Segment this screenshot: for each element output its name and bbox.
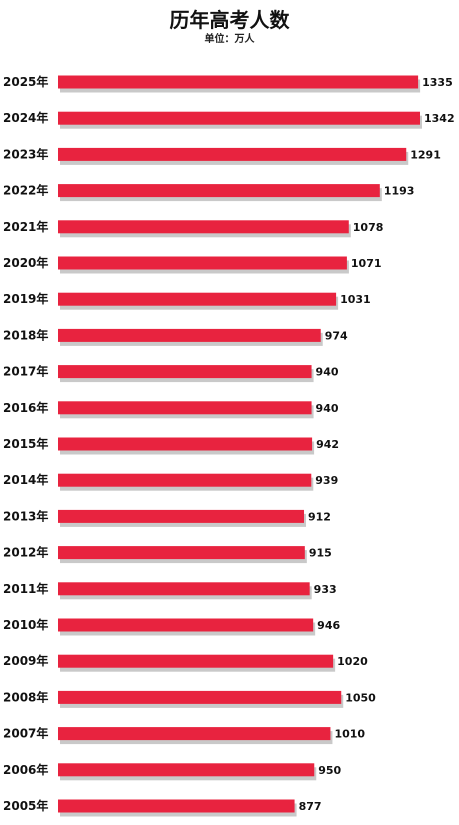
bar: [58, 256, 347, 270]
bar: [58, 618, 314, 632]
value-label: 1078: [353, 221, 384, 234]
category-label: 2024年: [3, 110, 48, 125]
category-label: 2020年: [3, 255, 48, 270]
value-label: 915: [309, 547, 332, 560]
bar: [58, 582, 310, 596]
bar: [58, 328, 321, 342]
bar: [58, 111, 420, 125]
bar: [58, 292, 337, 306]
value-label: 939: [315, 474, 338, 487]
value-label: 1335: [422, 76, 453, 89]
chart-subtitle: 单位：万人: [204, 34, 255, 45]
bar: [58, 763, 315, 777]
category-label: 2022年: [3, 183, 48, 198]
category-label: 2019年: [3, 291, 48, 306]
category-label: 2015年: [3, 436, 48, 451]
value-label: 940: [316, 402, 339, 415]
category-label: 2021年: [3, 219, 48, 234]
value-label: 940: [316, 366, 339, 379]
bar: [58, 220, 349, 234]
value-label: 1291: [410, 148, 441, 161]
category-label: 2017年: [3, 364, 48, 379]
value-label: 1010: [334, 728, 365, 741]
category-label: 2008年: [3, 689, 48, 704]
value-label: 1193: [384, 185, 415, 198]
bar: [58, 365, 312, 379]
chart-title: 历年高考人数: [169, 8, 290, 32]
category-label: 2012年: [3, 545, 48, 560]
value-label: 1342: [424, 112, 455, 125]
bar: [58, 437, 313, 451]
category-label: 2009年: [3, 653, 48, 668]
value-label: 950: [318, 764, 341, 777]
category-label: 2016年: [3, 400, 48, 415]
value-label: 1020: [337, 655, 368, 668]
bar: [58, 727, 331, 741]
value-label: 1050: [345, 691, 376, 704]
bar: [58, 147, 407, 161]
value-label: 1071: [351, 257, 382, 270]
category-label: 2013年: [3, 508, 48, 523]
bar: [58, 690, 342, 704]
bar: [58, 75, 419, 89]
bar: [58, 654, 334, 668]
value-label: 942: [316, 438, 339, 451]
category-label: 2010年: [3, 617, 48, 632]
category-label: 2006年: [3, 762, 48, 777]
bar: [58, 509, 305, 523]
value-label: 974: [325, 329, 348, 342]
bar: [58, 401, 312, 415]
bar: [58, 184, 380, 198]
category-label: 2011年: [3, 581, 48, 596]
bar: [58, 546, 305, 560]
category-label: 2014年: [3, 472, 48, 487]
value-label: 877: [299, 800, 322, 813]
category-label: 2007年: [3, 726, 48, 741]
value-label: 912: [308, 510, 331, 523]
category-label: 2023年: [3, 146, 48, 161]
category-label: 2018年: [3, 327, 48, 342]
bar: [58, 473, 312, 487]
bar: [58, 799, 295, 813]
value-label: 1031: [340, 293, 371, 306]
value-label: 946: [317, 619, 340, 632]
value-label: 933: [314, 583, 337, 596]
category-label: 2005年: [3, 798, 48, 813]
category-label: 2025年: [3, 74, 48, 89]
